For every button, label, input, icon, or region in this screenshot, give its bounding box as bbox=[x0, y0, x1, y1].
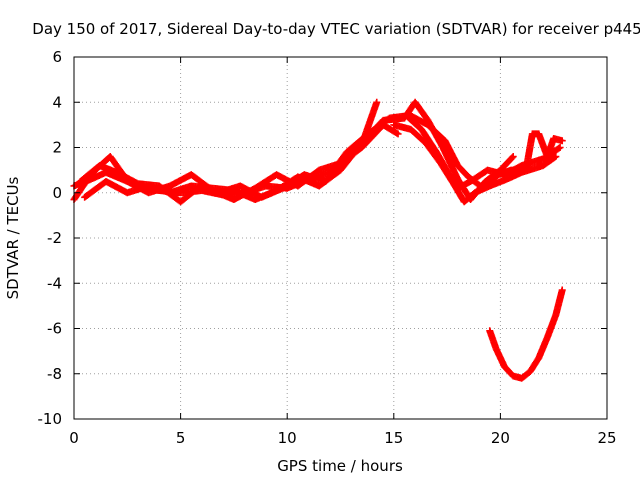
y-tick-label: 0 bbox=[52, 184, 62, 202]
y-tick-label: -10 bbox=[38, 410, 63, 428]
data-point-marker bbox=[394, 130, 402, 138]
data-point-marker bbox=[558, 137, 566, 145]
plot-frame bbox=[73, 56, 608, 420]
x-tick-label: 5 bbox=[176, 429, 186, 447]
data-point-marker bbox=[551, 153, 559, 161]
x-tick-label: 25 bbox=[597, 429, 616, 447]
data-point-marker bbox=[508, 154, 516, 162]
y-tick-label: -8 bbox=[47, 365, 62, 383]
data-point-marker bbox=[555, 144, 563, 152]
data-point-marker bbox=[558, 286, 566, 294]
data-point-marker bbox=[552, 153, 560, 161]
y-tick-label: 6 bbox=[52, 48, 62, 66]
y-tick-label: 4 bbox=[52, 93, 62, 111]
x-tick-label: 0 bbox=[69, 429, 79, 447]
series-track bbox=[407, 112, 566, 192]
y-axis-label: SDTVAR / TECUs bbox=[4, 176, 22, 299]
x-tick-label: 15 bbox=[384, 429, 403, 447]
x-tick-label: 20 bbox=[491, 429, 510, 447]
y-tick-label: 2 bbox=[52, 139, 62, 157]
data-layer bbox=[70, 98, 566, 382]
y-tick-label: -6 bbox=[47, 320, 62, 338]
chart-title: Day 150 of 2017, Sidereal Day-to-day VTE… bbox=[32, 20, 640, 38]
y-tick-label: -4 bbox=[47, 274, 62, 292]
tick-layer: 0 5 10 15 20 25 -10 -8 -6 -4 -2 0 2 4 6 bbox=[38, 48, 617, 447]
series-track bbox=[81, 98, 517, 204]
x-tick-label: 10 bbox=[278, 429, 297, 447]
data-point-marker bbox=[373, 98, 381, 106]
data-point-marker bbox=[509, 153, 517, 161]
series-track bbox=[486, 286, 566, 382]
x-axis-label: GPS time / hours bbox=[277, 457, 403, 475]
grid-layer bbox=[74, 57, 607, 419]
y-tick-label: -2 bbox=[47, 229, 62, 247]
data-point-marker bbox=[556, 144, 564, 151]
